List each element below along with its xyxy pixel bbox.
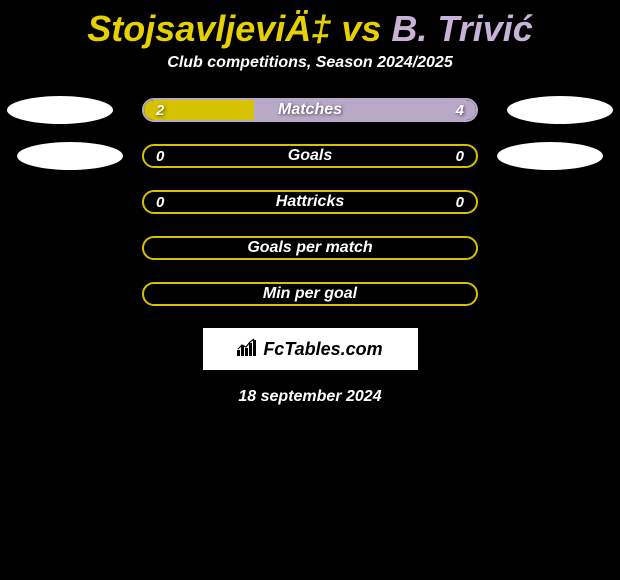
logo-box[interactable]: FcTables.com [203, 328, 418, 370]
stat-row: 0 Hattricks 0 [0, 190, 620, 214]
stat-bar: 0 Hattricks 0 [142, 190, 478, 214]
player2-name: B. Trivić [391, 8, 532, 49]
player2-ellipse [507, 96, 613, 124]
stat-row: Goals per match [0, 236, 620, 260]
stat-label: Goals [288, 147, 332, 165]
date-text: 18 september 2024 [0, 388, 620, 406]
stat-left-value: 0 [156, 194, 164, 211]
stat-right-value: 0 [456, 194, 464, 211]
stat-bar: Min per goal [142, 282, 478, 306]
stat-bar: 0 Goals 0 [142, 144, 478, 168]
logo-text: FcTables.com [237, 338, 382, 361]
stat-label: Hattricks [276, 193, 344, 211]
stat-left-value: 2 [156, 102, 164, 119]
vs-text: vs [331, 8, 391, 49]
stat-label: Goals per match [247, 239, 372, 257]
player2-ellipse [497, 142, 603, 170]
player1-ellipse [7, 96, 113, 124]
logo-label: FcTables.com [263, 339, 382, 360]
stat-bar: 2 Matches 4 [142, 98, 478, 122]
stat-right-value: 4 [456, 102, 464, 119]
stat-left-value: 0 [156, 148, 164, 165]
stat-row: 0 Goals 0 [0, 144, 620, 168]
bars-icon [237, 338, 259, 361]
stat-label: Min per goal [263, 285, 357, 303]
stat-right-value: 0 [456, 148, 464, 165]
stat-bar: Goals per match [142, 236, 478, 260]
stat-label: Matches [278, 101, 342, 119]
comparison-title: StojsavljeviÄ‡ vs B. Trivić [0, 0, 620, 54]
player1-name: StojsavljeviÄ‡ [87, 8, 331, 49]
stat-row: 2 Matches 4 [0, 98, 620, 122]
player1-ellipse [17, 142, 123, 170]
stats-container: 2 Matches 4 0 Goals 0 0 Hattricks 0 Goals per mat… [0, 98, 620, 306]
stat-row: Min per goal [0, 282, 620, 306]
subtitle: Club competitions, Season 2024/2025 [0, 54, 620, 98]
